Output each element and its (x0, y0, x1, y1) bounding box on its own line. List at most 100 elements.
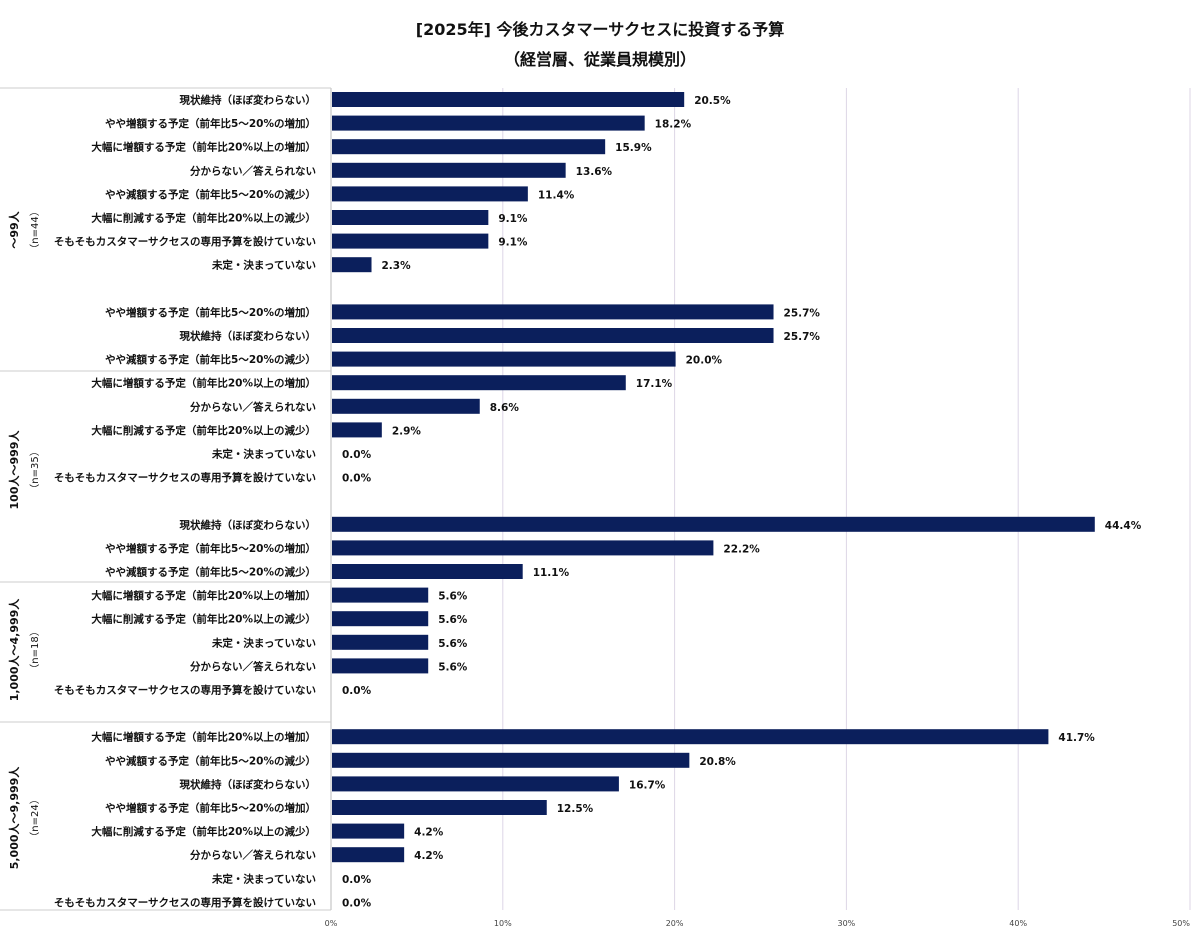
data-label: 9.1% (498, 213, 528, 225)
bar (332, 186, 528, 202)
data-label: 11.4% (538, 189, 575, 201)
data-label: 15.9% (615, 142, 652, 154)
category-label: やや減額する予定（前年比5～20%の減少） (105, 566, 316, 579)
bar (332, 752, 690, 768)
bar (332, 304, 774, 320)
bar (332, 398, 480, 414)
category-label: 大幅に増額する予定（前年比20%以上の増加） (91, 589, 316, 602)
chart-title-line2: （経営層、従業員規模別） (503, 50, 696, 69)
data-label: 20.0% (686, 355, 723, 367)
group-label: 1,000人～4,999人 (7, 598, 21, 702)
category-label: そもそもカスタマーサクセスの専用予算を設けていない (54, 235, 316, 248)
data-label: 5.6% (438, 638, 468, 650)
data-label: 0.0% (342, 897, 372, 909)
data-label: 16.7% (629, 779, 666, 791)
bar (332, 634, 429, 650)
bar (332, 611, 429, 627)
bar (332, 540, 714, 556)
group-n-label: （n=24） (29, 794, 41, 841)
data-label: 2.3% (382, 260, 412, 272)
data-label: 13.6% (576, 166, 613, 178)
data-label: 0.0% (342, 874, 372, 886)
category-label: やや増額する予定（前年比5～20%の増加） (105, 542, 316, 555)
data-label: 4.2% (414, 850, 444, 862)
x-tick-label: 10% (494, 919, 512, 928)
x-tick-label: 50% (1172, 919, 1190, 928)
category-label: 現状維持（ほぼ変わらない） (180, 330, 317, 343)
x-tick-label: 40% (1009, 919, 1027, 928)
bar (332, 375, 626, 391)
bar (332, 658, 429, 674)
category-label: 大幅に削減する予定（前年比20%以上の減少） (91, 825, 316, 838)
data-label: 5.6% (438, 614, 468, 626)
category-label: 大幅に増額する予定（前年比20%以上の増加） (91, 731, 316, 744)
data-label: 0.0% (342, 473, 372, 485)
category-label: やや減額する予定（前年比5～20%の減少） (105, 188, 316, 201)
data-label: 5.6% (438, 661, 468, 673)
data-label: 5.6% (438, 591, 468, 603)
category-label: 未定・決まっていない (211, 259, 316, 272)
category-label: やや減額する予定（前年比5～20%の減少） (105, 754, 316, 767)
category-label: やや減額する予定（前年比5～20%の減少） (105, 353, 316, 366)
category-label: 大幅に削減する予定（前年比20%以上の減少） (91, 424, 316, 437)
bar (332, 328, 774, 343)
bar (332, 776, 619, 792)
bar (332, 422, 382, 438)
bar (332, 162, 566, 178)
data-label: 9.1% (498, 237, 528, 249)
group-label: 100人～999人 (7, 430, 21, 510)
category-label: 現状維持（ほぼ変わらない） (180, 518, 317, 531)
bar (332, 115, 645, 131)
bar (332, 516, 1095, 532)
data-label: 0.0% (342, 449, 372, 461)
data-label: 17.1% (636, 378, 673, 390)
data-label: 25.7% (784, 307, 821, 319)
bar (332, 257, 372, 273)
category-label: 現状維持（ほぼ変わらない） (180, 94, 317, 107)
data-label: 20.8% (699, 756, 736, 768)
data-label: 8.6% (490, 402, 520, 414)
category-label: 未定・決まっていない (211, 448, 316, 461)
data-label: 2.9% (392, 425, 422, 437)
data-label: 0.0% (342, 685, 372, 697)
category-label: 現状維持（ほぼ変わらない） (180, 778, 317, 791)
category-label: そもそもカスタマーサクセスの専用予算を設けていない (54, 471, 316, 484)
group-n-label: （n=18） (29, 626, 41, 673)
bar (332, 351, 676, 367)
category-label: 大幅に増額する予定（前年比20%以上の増加） (91, 141, 316, 154)
data-label: 20.5% (694, 95, 731, 107)
category-label: 分からない／答えられない (190, 660, 316, 673)
data-label: 44.4% (1105, 520, 1142, 532)
category-label: やや増額する予定（前年比5～20%の増加） (105, 117, 316, 130)
x-tick-label: 30% (838, 919, 856, 928)
bar (332, 139, 606, 155)
bar (332, 233, 489, 249)
category-label: 未定・決まっていない (211, 636, 316, 649)
x-tick-label: 20% (666, 919, 684, 928)
group-n-label: （n=44） (29, 206, 41, 253)
category-label: 大幅に削減する予定（前年比20%以上の減少） (91, 212, 316, 225)
bar (332, 564, 523, 579)
category-label: 未定・決まっていない (211, 872, 316, 885)
chart-title-line1: [2025年] 今後カスタマーサクセスに投資する予算 (415, 20, 785, 39)
category-label: そもそもカスタマーサクセスの専用予算を設けていない (54, 896, 316, 909)
category-label: 分からない／答えられない (190, 400, 316, 413)
bar (332, 210, 489, 225)
data-label: 11.1% (533, 567, 570, 579)
bar (332, 800, 547, 815)
data-label: 41.7% (1058, 732, 1095, 744)
category-label: 大幅に増額する予定（前年比20%以上の増加） (91, 377, 316, 390)
category-label: 分からない／答えられない (190, 164, 316, 177)
data-label: 25.7% (784, 331, 821, 343)
group-label: ～99人 (7, 210, 21, 248)
category-label: 大幅に削減する予定（前年比20%以上の減少） (91, 613, 316, 626)
bar (332, 847, 405, 863)
bar (332, 92, 685, 107)
category-label: 分からない／答えられない (190, 849, 316, 862)
category-label: やや増額する予定（前年比5～20%の増加） (105, 802, 316, 815)
category-label: やや増額する予定（前年比5～20%の増加） (105, 306, 316, 319)
bar (332, 587, 429, 603)
bar (332, 729, 1049, 745)
x-tick-label: 0% (325, 919, 338, 928)
